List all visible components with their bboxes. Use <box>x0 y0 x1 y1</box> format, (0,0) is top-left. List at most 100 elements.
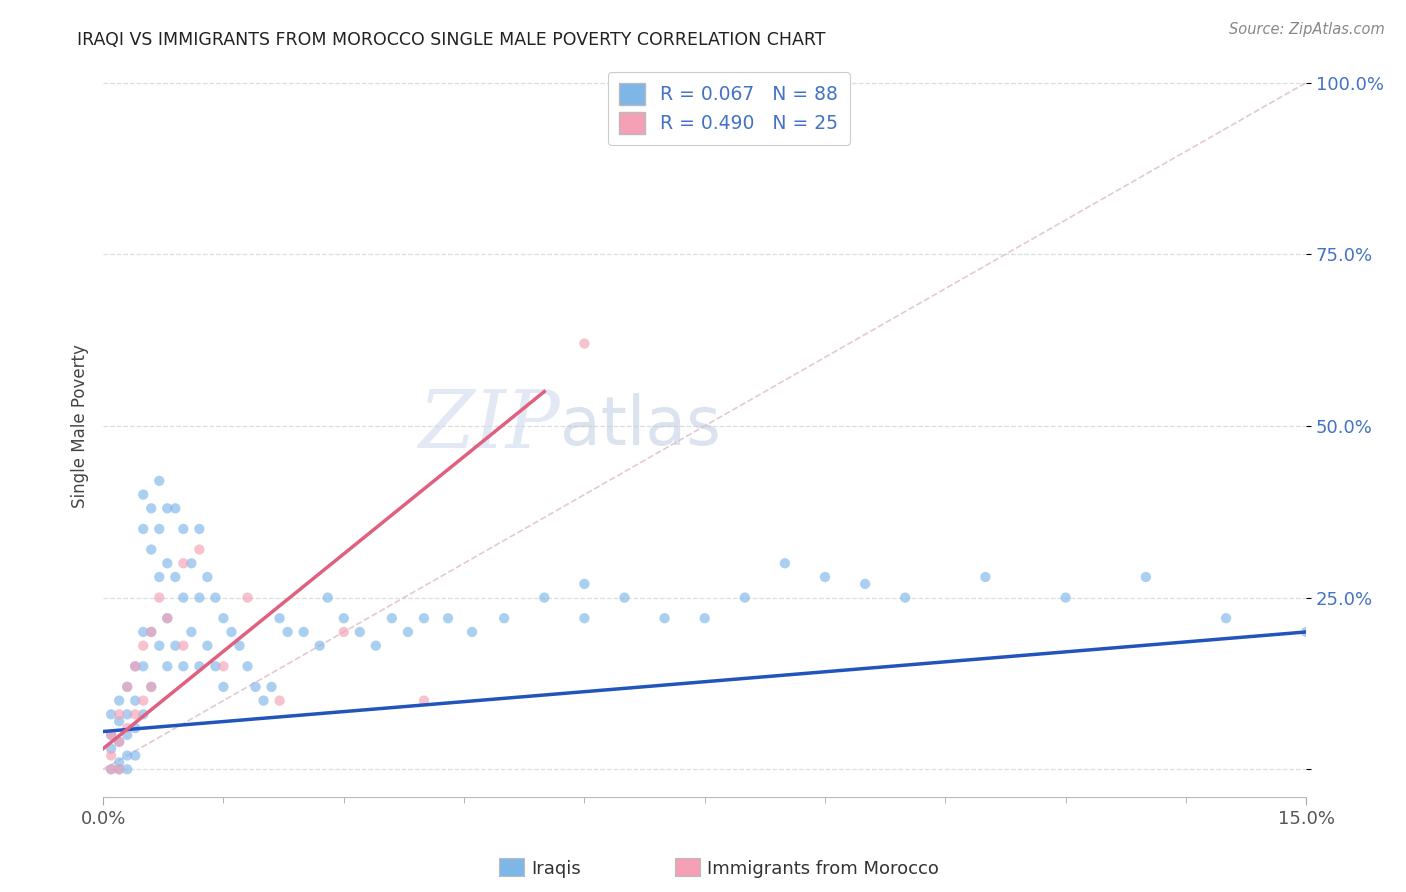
Point <box>461 624 484 639</box>
Point <box>100 728 122 742</box>
Point <box>141 624 163 639</box>
Point <box>124 721 146 735</box>
Point <box>277 624 299 639</box>
Point <box>165 570 187 584</box>
Point <box>124 707 146 722</box>
Point <box>236 591 259 605</box>
Point <box>188 659 211 673</box>
Point <box>115 728 138 742</box>
Point <box>108 756 131 770</box>
Point <box>100 741 122 756</box>
Point <box>1215 611 1237 625</box>
Point <box>853 577 876 591</box>
Point <box>156 611 179 625</box>
Point <box>165 501 187 516</box>
Point <box>108 735 131 749</box>
Point <box>115 721 138 735</box>
Point <box>141 501 163 516</box>
Point <box>494 611 516 625</box>
Point <box>148 474 170 488</box>
Point <box>269 693 291 707</box>
Point <box>654 611 676 625</box>
Point <box>132 707 155 722</box>
Point <box>115 748 138 763</box>
Point <box>236 659 259 673</box>
Point <box>148 522 170 536</box>
Point <box>437 611 460 625</box>
Point <box>148 591 170 605</box>
Point <box>115 707 138 722</box>
Point <box>124 693 146 707</box>
Point <box>204 659 226 673</box>
Point <box>124 659 146 673</box>
Point <box>100 762 122 776</box>
Point <box>364 639 387 653</box>
Point <box>108 714 131 729</box>
Point <box>115 762 138 776</box>
Point <box>132 624 155 639</box>
Text: Immigrants from Morocco: Immigrants from Morocco <box>707 860 939 878</box>
Point <box>108 707 131 722</box>
Point <box>613 591 636 605</box>
Point <box>349 624 371 639</box>
Point <box>188 542 211 557</box>
Text: Iraqis: Iraqis <box>531 860 581 878</box>
Point <box>156 556 179 570</box>
Point <box>228 639 250 653</box>
Point <box>132 522 155 536</box>
Point <box>212 611 235 625</box>
Point <box>1135 570 1157 584</box>
Point <box>773 556 796 570</box>
Point <box>413 693 436 707</box>
Point <box>381 611 404 625</box>
Point <box>269 611 291 625</box>
Point <box>165 639 187 653</box>
Point <box>115 680 138 694</box>
Point <box>974 570 997 584</box>
Point <box>132 659 155 673</box>
Point <box>292 624 315 639</box>
Point <box>188 522 211 536</box>
Y-axis label: Single Male Poverty: Single Male Poverty <box>72 344 89 508</box>
Point <box>100 762 122 776</box>
Point <box>1054 591 1077 605</box>
Point <box>734 591 756 605</box>
Point <box>574 611 596 625</box>
Legend: R = 0.067   N = 88, R = 0.490   N = 25: R = 0.067 N = 88, R = 0.490 N = 25 <box>607 72 849 145</box>
Point <box>332 611 354 625</box>
Point <box>574 336 596 351</box>
Point <box>141 624 163 639</box>
Point <box>180 556 202 570</box>
Point <box>252 693 274 707</box>
Point <box>197 570 219 584</box>
Point <box>100 728 122 742</box>
Point <box>172 522 194 536</box>
Point <box>894 591 917 605</box>
Point <box>180 624 202 639</box>
Point <box>141 680 163 694</box>
Point <box>108 762 131 776</box>
Point <box>100 748 122 763</box>
Point <box>172 591 194 605</box>
Point <box>108 735 131 749</box>
Point <box>212 659 235 673</box>
Point <box>316 591 339 605</box>
Text: ZIP: ZIP <box>419 387 561 465</box>
Point <box>132 639 155 653</box>
Point <box>245 680 267 694</box>
Text: IRAQI VS IMMIGRANTS FROM MOROCCO SINGLE MALE POVERTY CORRELATION CHART: IRAQI VS IMMIGRANTS FROM MOROCCO SINGLE … <box>77 31 825 49</box>
Point <box>141 542 163 557</box>
Point <box>141 680 163 694</box>
Point <box>148 639 170 653</box>
Point <box>156 501 179 516</box>
Point <box>260 680 283 694</box>
Point <box>108 762 131 776</box>
Point <box>197 639 219 653</box>
Point <box>148 570 170 584</box>
Point <box>533 591 555 605</box>
Point <box>156 611 179 625</box>
Point <box>124 659 146 673</box>
Point <box>308 639 330 653</box>
Text: atlas: atlas <box>561 393 721 459</box>
Point <box>172 556 194 570</box>
